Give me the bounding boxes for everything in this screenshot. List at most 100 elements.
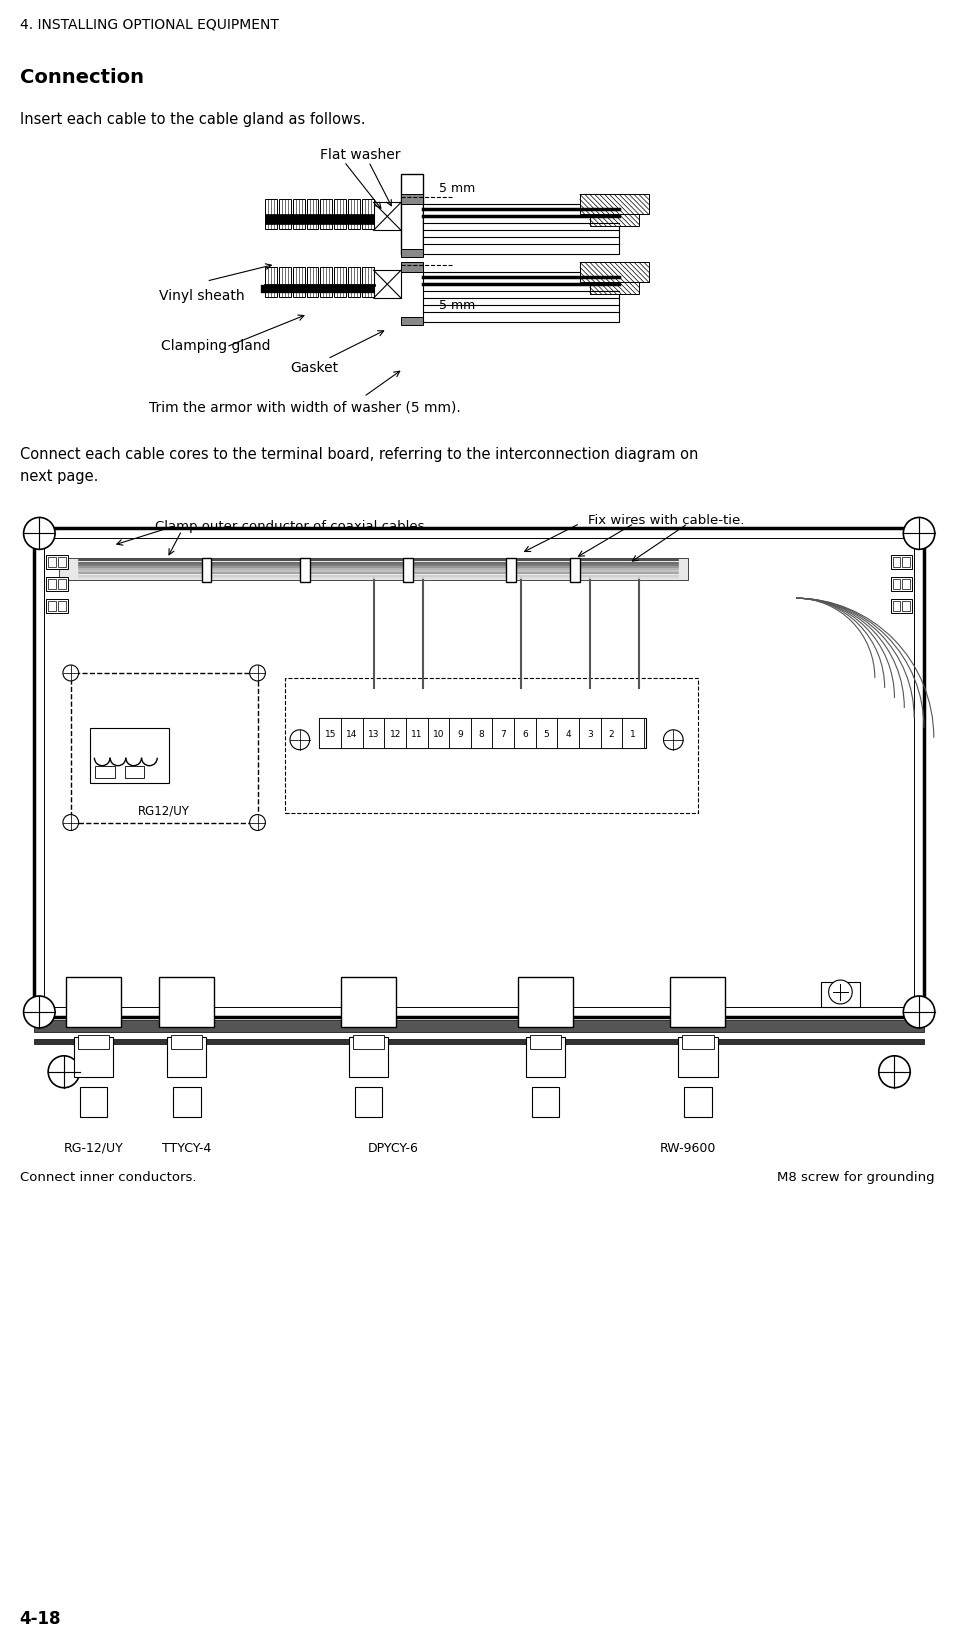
Text: RG12/UY: RG12/UY bbox=[138, 805, 191, 818]
Bar bbox=[58, 557, 66, 568]
Text: 6: 6 bbox=[522, 730, 528, 739]
Circle shape bbox=[63, 814, 79, 831]
Text: TTYCY-4: TTYCY-4 bbox=[162, 1141, 211, 1154]
Circle shape bbox=[49, 1056, 80, 1087]
Bar bbox=[293, 268, 304, 297]
Bar bbox=[293, 199, 304, 230]
Bar bbox=[47, 555, 68, 570]
Circle shape bbox=[903, 996, 935, 1028]
Text: 4: 4 bbox=[566, 730, 571, 739]
Circle shape bbox=[23, 517, 55, 550]
Text: 13: 13 bbox=[367, 730, 379, 739]
Bar bbox=[95, 765, 115, 778]
Text: Connect inner conductors.: Connect inner conductors. bbox=[19, 1172, 196, 1185]
Text: Connect each cable cores to the terminal board, referring to the interconnection: Connect each cable cores to the terminal… bbox=[19, 447, 698, 483]
Bar bbox=[579, 718, 601, 747]
Text: 10: 10 bbox=[433, 730, 444, 739]
Bar bbox=[406, 718, 428, 747]
Bar bbox=[321, 199, 332, 230]
Bar bbox=[423, 204, 619, 255]
Bar bbox=[49, 579, 56, 589]
Bar bbox=[59, 558, 688, 581]
Bar bbox=[173, 1087, 200, 1116]
Bar bbox=[890, 578, 912, 591]
Text: 4-18: 4-18 bbox=[19, 1611, 61, 1629]
Circle shape bbox=[879, 1056, 910, 1087]
Text: 8: 8 bbox=[479, 730, 484, 739]
Bar bbox=[320, 718, 341, 747]
Text: Connection: Connection bbox=[19, 69, 144, 86]
Bar bbox=[362, 199, 373, 230]
Bar bbox=[279, 199, 291, 230]
Circle shape bbox=[828, 981, 852, 1004]
Bar bbox=[601, 718, 622, 747]
Bar bbox=[265, 268, 277, 297]
Bar bbox=[349, 1036, 388, 1077]
Text: 14: 14 bbox=[346, 730, 358, 739]
Text: 3: 3 bbox=[587, 730, 593, 739]
Text: Vinyl sheath: Vinyl sheath bbox=[159, 289, 245, 304]
Bar bbox=[890, 555, 912, 570]
Bar bbox=[167, 1036, 206, 1077]
Bar bbox=[285, 677, 698, 813]
Bar bbox=[265, 199, 277, 230]
Bar bbox=[514, 718, 536, 747]
Bar bbox=[34, 1020, 924, 1031]
Bar bbox=[341, 718, 363, 747]
Bar bbox=[526, 1036, 565, 1077]
Bar bbox=[49, 557, 56, 568]
Bar bbox=[557, 718, 579, 747]
Bar bbox=[470, 718, 493, 747]
Text: 1: 1 bbox=[630, 730, 636, 739]
Text: 12: 12 bbox=[390, 730, 400, 739]
Text: Fix wires with cable-tie.: Fix wires with cable-tie. bbox=[588, 514, 745, 527]
Text: Insert each cable to the cable gland as follows.: Insert each cable to the cable gland as … bbox=[19, 111, 365, 127]
Text: DPYCY-6: DPYCY-6 bbox=[367, 1141, 419, 1154]
Bar bbox=[373, 202, 401, 230]
Bar bbox=[58, 601, 66, 610]
Bar bbox=[362, 268, 373, 297]
Bar bbox=[518, 978, 573, 1027]
Bar bbox=[622, 718, 643, 747]
Bar bbox=[401, 194, 423, 204]
Text: 2: 2 bbox=[608, 730, 614, 739]
Circle shape bbox=[903, 517, 935, 550]
Bar bbox=[532, 1087, 559, 1116]
Bar bbox=[820, 982, 860, 1007]
Bar bbox=[373, 271, 401, 299]
Bar bbox=[171, 1035, 202, 1049]
Text: 9: 9 bbox=[457, 730, 463, 739]
Bar bbox=[401, 317, 423, 325]
Circle shape bbox=[63, 664, 79, 681]
Bar bbox=[536, 718, 557, 747]
Bar bbox=[90, 728, 169, 783]
Bar bbox=[334, 268, 346, 297]
Text: 4. INSTALLING OPTIONAL EQUIPMENT: 4. INSTALLING OPTIONAL EQUIPMENT bbox=[19, 18, 279, 33]
Bar bbox=[307, 268, 319, 297]
Bar bbox=[580, 263, 648, 282]
Text: 5 mm: 5 mm bbox=[439, 183, 475, 196]
Text: Clamp outer conductor of coaxial cables.: Clamp outer conductor of coaxial cables. bbox=[156, 521, 429, 534]
Bar bbox=[334, 199, 346, 230]
Text: RW-9600: RW-9600 bbox=[660, 1141, 716, 1154]
Bar bbox=[571, 558, 580, 583]
Text: M8 screw for grounding: M8 screw for grounding bbox=[777, 1172, 934, 1185]
Text: 15: 15 bbox=[325, 730, 336, 739]
Bar bbox=[682, 1035, 713, 1049]
Bar bbox=[45, 539, 914, 1007]
Text: 11: 11 bbox=[411, 730, 423, 739]
Bar bbox=[493, 718, 514, 747]
Bar bbox=[890, 599, 912, 614]
Bar bbox=[320, 718, 645, 747]
Text: RG-12/UY: RG-12/UY bbox=[63, 1141, 123, 1154]
Bar bbox=[321, 268, 332, 297]
Circle shape bbox=[290, 730, 310, 749]
Bar bbox=[71, 672, 258, 823]
Bar bbox=[355, 1087, 382, 1116]
Bar bbox=[348, 268, 360, 297]
Bar bbox=[341, 978, 397, 1027]
Bar bbox=[265, 214, 373, 224]
Bar bbox=[892, 579, 900, 589]
Bar bbox=[671, 978, 725, 1027]
Bar bbox=[307, 199, 319, 230]
